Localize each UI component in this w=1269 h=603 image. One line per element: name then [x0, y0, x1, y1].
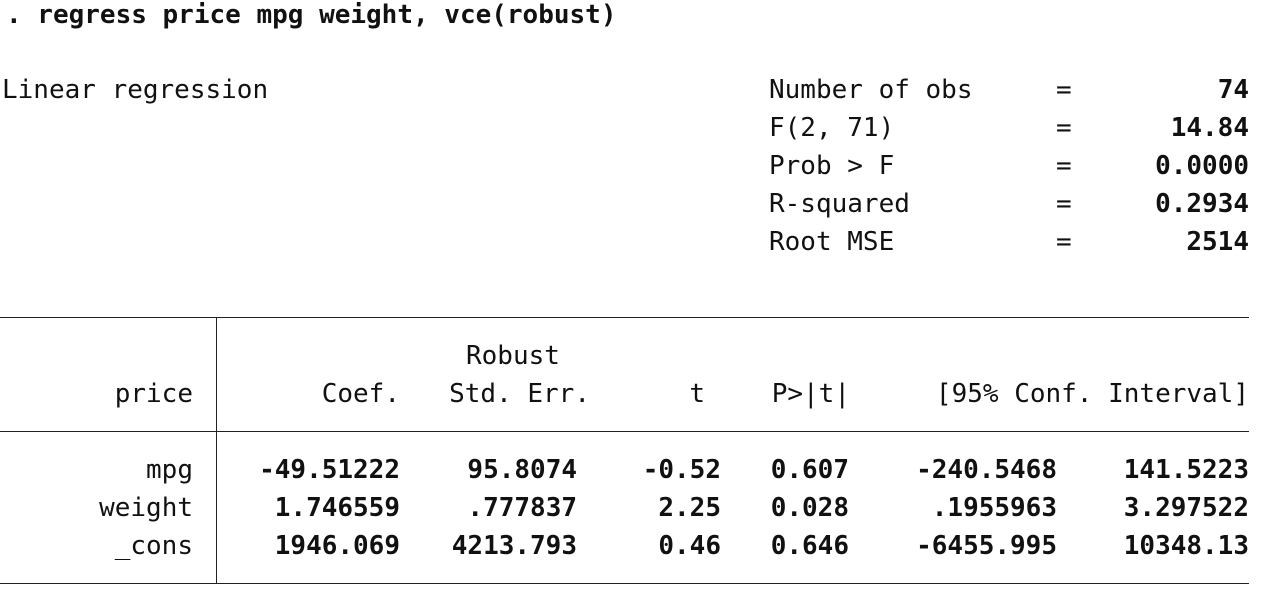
- cell-coef: 1.746559: [274, 493, 400, 523]
- cell-t: -0.52: [642, 455, 721, 485]
- stat-label: R-squared: [769, 189, 910, 219]
- stat-value: 14.84: [1170, 113, 1249, 143]
- cell-t: 2.25: [658, 493, 721, 523]
- stat-label: Prob > F: [769, 151, 895, 181]
- cell-ci-low: -6455.995: [916, 531, 1057, 561]
- stat-value: 2514: [1186, 227, 1249, 257]
- cell-se: 4213.793: [451, 531, 577, 561]
- cell-ci-low: -240.5468: [916, 455, 1057, 485]
- row-name: mpg: [146, 455, 193, 485]
- row-name: _cons: [114, 531, 193, 561]
- cell-coef: -49.51222: [259, 455, 400, 485]
- table-header-rule: [0, 431, 1249, 432]
- model-title: Linear regression: [2, 75, 269, 105]
- cell-p: 0.028: [770, 493, 849, 523]
- header-depvar: price: [114, 379, 193, 409]
- header-coef: Coef.: [321, 379, 400, 409]
- stat-equals: =: [1056, 75, 1072, 105]
- cell-coef: 1946.069: [274, 531, 400, 561]
- command-line: . regress price mpg weight, vce(robust): [6, 0, 617, 30]
- stat-label: Number of obs: [769, 75, 973, 105]
- stat-label: F(2, 71): [769, 113, 895, 143]
- header-se: Std. Err.: [449, 379, 590, 409]
- table-separator: [216, 318, 217, 583]
- stat-equals: =: [1056, 227, 1072, 257]
- table-top-rule: [0, 317, 1249, 318]
- header-t: t: [689, 379, 705, 409]
- stat-equals: =: [1056, 151, 1072, 181]
- cell-se: 95.8074: [467, 455, 577, 485]
- stat-label: Root MSE: [769, 227, 895, 257]
- cell-ci-high: 10348.13: [1123, 531, 1249, 561]
- cell-se: .777837: [467, 493, 577, 523]
- row-name: weight: [99, 493, 193, 523]
- stat-equals: =: [1056, 189, 1072, 219]
- stat-value: 0.2934: [1155, 189, 1249, 219]
- stat-value: 0.0000: [1155, 151, 1249, 181]
- stat-value: 74: [1217, 75, 1249, 105]
- cell-p: 0.646: [770, 531, 849, 561]
- cell-t: 0.46: [658, 531, 721, 561]
- header-robust: Robust: [466, 341, 560, 371]
- header-p: P>|t|: [771, 379, 850, 409]
- header-ci: [95% Conf. Interval]: [935, 379, 1249, 409]
- cell-p: 0.607: [770, 455, 849, 485]
- cell-ci-low: .1955963: [931, 493, 1057, 523]
- cell-ci-high: 141.5223: [1123, 455, 1249, 485]
- stat-equals: =: [1056, 113, 1072, 143]
- table-bottom-rule: [0, 583, 1249, 584]
- cell-ci-high: 3.297522: [1123, 493, 1249, 523]
